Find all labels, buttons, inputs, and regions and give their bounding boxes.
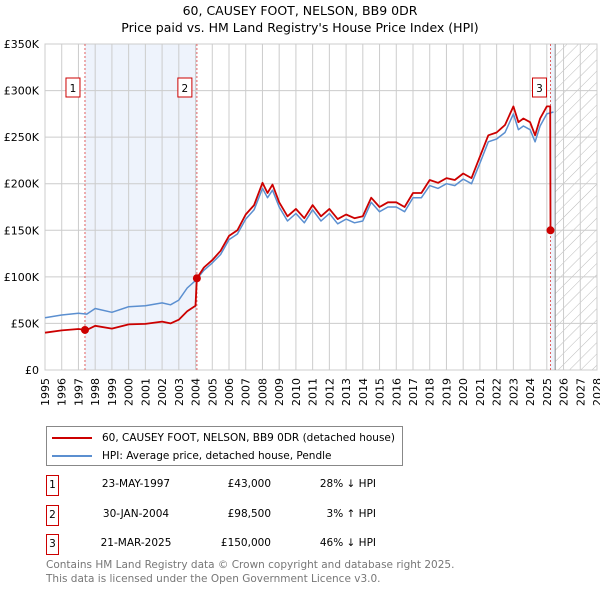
sale-point bbox=[80, 325, 89, 334]
y-tick-label: £350K bbox=[4, 38, 40, 51]
sale-label-box bbox=[177, 77, 193, 98]
legend-item-hpi: HPI: Average price, detached house, Pend… bbox=[52, 448, 331, 464]
y-tick-label: £100K bbox=[4, 271, 40, 284]
x-tick-label: 2026 bbox=[558, 378, 571, 406]
shaded-range bbox=[550, 44, 556, 370]
sale-point bbox=[546, 226, 555, 235]
sale-marker-box: 2 bbox=[46, 505, 59, 526]
y-tick-label: £250K bbox=[4, 131, 40, 144]
sale-label-box bbox=[531, 77, 547, 98]
sale-price: £150,000 bbox=[220, 537, 271, 549]
sale-price: £43,000 bbox=[227, 478, 271, 490]
x-tick-label: 1998 bbox=[89, 378, 102, 406]
legend-item-property: 60, CAUSEY FOOT, NELSON, BB9 0DR (detach… bbox=[52, 430, 395, 446]
x-tick-label: 2012 bbox=[323, 378, 336, 406]
sale-label: 3 bbox=[536, 83, 543, 95]
x-tick-label: 2028 bbox=[591, 378, 600, 406]
x-tick-label: 2024 bbox=[524, 378, 537, 406]
x-tick-label: 2015 bbox=[374, 378, 387, 406]
sale-date: 21-MAR-2025 bbox=[100, 537, 172, 549]
sale-hpi-diff: 28% ↓ HPI bbox=[319, 478, 376, 490]
x-tick-label: 2013 bbox=[340, 378, 353, 406]
x-tick-label: 2007 bbox=[240, 378, 253, 406]
forecast-hatch bbox=[555, 44, 597, 370]
price-paid-line bbox=[44, 105, 552, 334]
sale-label: 2 bbox=[182, 83, 189, 95]
x-tick-label: 2019 bbox=[440, 378, 453, 406]
x-tick-label: 1996 bbox=[56, 378, 69, 406]
hpi-line bbox=[44, 111, 554, 319]
sale-label: 1 bbox=[70, 83, 77, 95]
x-tick-label: 2003 bbox=[173, 378, 186, 406]
legend-swatch-red bbox=[52, 437, 92, 439]
y-tick-label: £0 bbox=[25, 364, 39, 377]
footer-line-1: Contains HM Land Registry data © Crown c… bbox=[46, 559, 455, 571]
x-tick-label: 1997 bbox=[72, 378, 85, 406]
sale-date: 23-MAY-1997 bbox=[101, 478, 171, 490]
x-tick-label: 2018 bbox=[424, 378, 437, 406]
x-tick-label: 1999 bbox=[106, 378, 119, 406]
x-tick-label: 2017 bbox=[407, 378, 420, 406]
sale-row: 3 21-MAR-2025 £150,000 46% ↓ HPI bbox=[46, 534, 446, 555]
price-chart: 1995 1996 1997 1998 1999 2000 2001 2002 2003 2004… bbox=[4, 38, 600, 406]
x-tick-label: 2011 bbox=[307, 378, 320, 406]
x-tick-label: 2006 bbox=[223, 378, 236, 406]
y-tick-label: £50K bbox=[11, 317, 40, 330]
x-tick-label: 2010 bbox=[290, 378, 303, 406]
x-tick-label: 2023 bbox=[507, 378, 520, 406]
sale-hpi-diff: 3% ↑ HPI bbox=[326, 508, 376, 520]
sale-marker-box: 1 bbox=[46, 475, 59, 496]
legend-label: HPI: Average price, detached house, Pend… bbox=[102, 450, 332, 462]
sale-hpi-diff: 46% ↓ HPI bbox=[319, 537, 376, 549]
x-tick-label: 2004 bbox=[190, 378, 203, 406]
sale-marker-box: 3 bbox=[46, 534, 59, 555]
x-tick-label: 2025 bbox=[541, 378, 554, 406]
sale-date: 30-JAN-2004 bbox=[102, 508, 170, 520]
x-tick-label: 2002 bbox=[156, 378, 169, 406]
x-tick-label: 2009 bbox=[273, 378, 286, 406]
shaded-range bbox=[84, 44, 197, 370]
sale-label-box bbox=[65, 77, 81, 98]
x-tick-label: 2001 bbox=[139, 378, 152, 406]
y-tick-label: £200K bbox=[4, 178, 40, 191]
x-tick-label: 2016 bbox=[390, 378, 403, 406]
x-tick-label: 2022 bbox=[491, 378, 504, 406]
sale-price: £98,500 bbox=[227, 508, 271, 520]
footer-line-2: This data is licensed under the Open Gov… bbox=[46, 573, 381, 585]
sale-row: 1 23-MAY-1997 £43,000 28% ↓ HPI bbox=[46, 475, 446, 496]
x-tick-label: 2005 bbox=[206, 378, 219, 406]
x-tick-label: 2000 bbox=[123, 378, 136, 406]
x-tick-label: 2027 bbox=[574, 378, 587, 406]
x-tick-label: 2020 bbox=[457, 378, 470, 406]
chart-title: 60, CAUSEY FOOT, NELSON, BB9 0DR bbox=[182, 3, 418, 18]
legend-swatch-blue bbox=[52, 455, 92, 457]
x-tick-label: 2014 bbox=[357, 378, 370, 406]
chart-legend: 60, CAUSEY FOOT, NELSON, BB9 0DR (detach… bbox=[46, 426, 403, 466]
chart-subtitle: Price paid vs. HM Land Registry's House … bbox=[121, 20, 479, 35]
y-tick-label: £150K bbox=[4, 224, 40, 237]
x-tick-label: 2021 bbox=[474, 378, 487, 406]
plot-border bbox=[44, 43, 598, 371]
sale-row: 2 30-JAN-2004 £98,500 3% ↑ HPI bbox=[46, 505, 446, 526]
y-tick-label: £300K bbox=[4, 85, 40, 98]
x-tick-label: 2008 bbox=[256, 378, 269, 406]
x-tick-label: 1995 bbox=[39, 378, 52, 406]
sale-point bbox=[192, 274, 201, 283]
legend-label: 60, CAUSEY FOOT, NELSON, BB9 0DR (detach… bbox=[102, 432, 395, 444]
